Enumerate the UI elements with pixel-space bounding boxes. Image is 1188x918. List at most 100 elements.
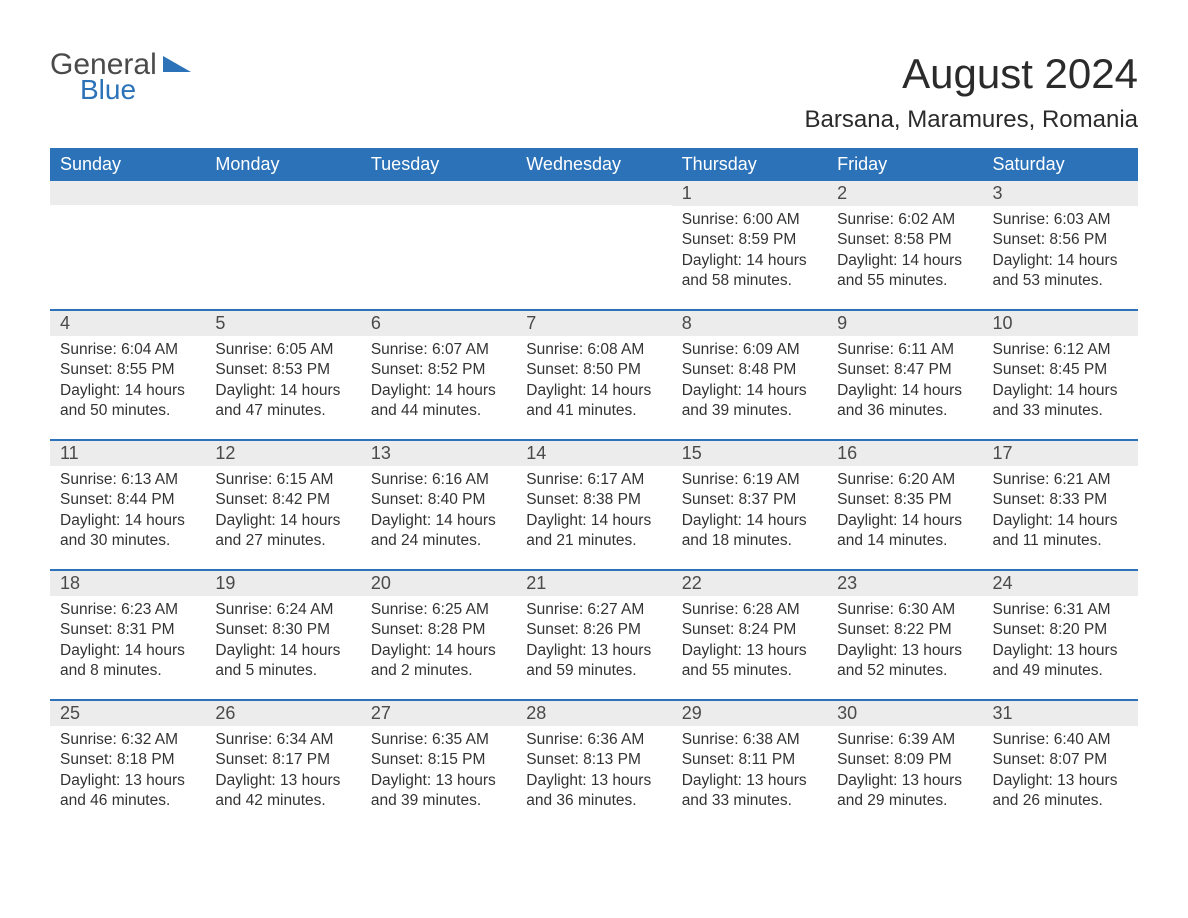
sunset-line: Sunset: 8:07 PM xyxy=(993,750,1128,770)
day-details: Sunrise: 6:15 AMSunset: 8:42 PMDaylight:… xyxy=(205,466,360,558)
sunset-line: Sunset: 8:52 PM xyxy=(371,360,506,380)
sunset-line: Sunset: 8:50 PM xyxy=(526,360,661,380)
day-cell-24: 24Sunrise: 6:31 AMSunset: 8:20 PMDayligh… xyxy=(983,571,1138,699)
day-number: 27 xyxy=(361,701,516,726)
day-details: Sunrise: 6:00 AMSunset: 8:59 PMDaylight:… xyxy=(672,206,827,298)
day-details: Sunrise: 6:35 AMSunset: 8:15 PMDaylight:… xyxy=(361,726,516,818)
weekday-header-monday: Monday xyxy=(205,148,360,181)
daylight-line: Daylight: 14 hours and 30 minutes. xyxy=(60,511,195,552)
daylight-line: Daylight: 14 hours and 8 minutes. xyxy=(60,641,195,682)
daylight-line: Daylight: 13 hours and 36 minutes. xyxy=(526,771,661,812)
day-number: 11 xyxy=(50,441,205,466)
weekday-header-friday: Friday xyxy=(827,148,982,181)
day-cell-20: 20Sunrise: 6:25 AMSunset: 8:28 PMDayligh… xyxy=(361,571,516,699)
day-details: Sunrise: 6:16 AMSunset: 8:40 PMDaylight:… xyxy=(361,466,516,558)
sunrise-line: Sunrise: 6:02 AM xyxy=(837,210,972,230)
sunrise-line: Sunrise: 6:07 AM xyxy=(371,340,506,360)
daylight-line: Daylight: 14 hours and 36 minutes. xyxy=(837,381,972,422)
sunrise-line: Sunrise: 6:20 AM xyxy=(837,470,972,490)
day-cell-30: 30Sunrise: 6:39 AMSunset: 8:09 PMDayligh… xyxy=(827,701,982,829)
sunrise-line: Sunrise: 6:31 AM xyxy=(993,600,1128,620)
location-subtitle: Barsana, Maramures, Romania xyxy=(805,106,1138,134)
daylight-line: Daylight: 14 hours and 27 minutes. xyxy=(215,511,350,552)
sunrise-line: Sunrise: 6:08 AM xyxy=(526,340,661,360)
logo-text-blue: Blue xyxy=(80,76,191,104)
sunrise-line: Sunrise: 6:30 AM xyxy=(837,600,972,620)
sunset-line: Sunset: 8:47 PM xyxy=(837,360,972,380)
day-cell-27: 27Sunrise: 6:35 AMSunset: 8:15 PMDayligh… xyxy=(361,701,516,829)
sunrise-line: Sunrise: 6:40 AM xyxy=(993,730,1128,750)
sunrise-line: Sunrise: 6:39 AM xyxy=(837,730,972,750)
day-cell-17: 17Sunrise: 6:21 AMSunset: 8:33 PMDayligh… xyxy=(983,441,1138,569)
day-number: 29 xyxy=(672,701,827,726)
day-cell-11: 11Sunrise: 6:13 AMSunset: 8:44 PMDayligh… xyxy=(50,441,205,569)
day-cell-22: 22Sunrise: 6:28 AMSunset: 8:24 PMDayligh… xyxy=(672,571,827,699)
header: General Blue August 2024 Barsana, Maramu… xyxy=(50,50,1138,134)
daylight-line: Daylight: 13 hours and 26 minutes. xyxy=(993,771,1128,812)
sunset-line: Sunset: 8:53 PM xyxy=(215,360,350,380)
daylight-line: Daylight: 13 hours and 33 minutes. xyxy=(682,771,817,812)
sunset-line: Sunset: 8:13 PM xyxy=(526,750,661,770)
day-cell-19: 19Sunrise: 6:24 AMSunset: 8:30 PMDayligh… xyxy=(205,571,360,699)
day-number: 21 xyxy=(516,571,671,596)
sunset-line: Sunset: 8:42 PM xyxy=(215,490,350,510)
daylight-line: Daylight: 14 hours and 21 minutes. xyxy=(526,511,661,552)
day-number: 3 xyxy=(983,181,1138,206)
day-details: Sunrise: 6:21 AMSunset: 8:33 PMDaylight:… xyxy=(983,466,1138,558)
day-details: Sunrise: 6:09 AMSunset: 8:48 PMDaylight:… xyxy=(672,336,827,428)
daylight-line: Daylight: 13 hours and 49 minutes. xyxy=(993,641,1128,682)
sunset-line: Sunset: 8:33 PM xyxy=(993,490,1128,510)
sunset-line: Sunset: 8:55 PM xyxy=(60,360,195,380)
day-number: 26 xyxy=(205,701,360,726)
day-details: Sunrise: 6:27 AMSunset: 8:26 PMDaylight:… xyxy=(516,596,671,688)
daylight-line: Daylight: 13 hours and 55 minutes. xyxy=(682,641,817,682)
day-number: 30 xyxy=(827,701,982,726)
day-cell-28: 28Sunrise: 6:36 AMSunset: 8:13 PMDayligh… xyxy=(516,701,671,829)
sunrise-line: Sunrise: 6:16 AM xyxy=(371,470,506,490)
sunrise-line: Sunrise: 6:25 AM xyxy=(371,600,506,620)
calendar-week: 25Sunrise: 6:32 AMSunset: 8:18 PMDayligh… xyxy=(50,699,1138,829)
day-number: 7 xyxy=(516,311,671,336)
sunset-line: Sunset: 8:38 PM xyxy=(526,490,661,510)
sunrise-line: Sunrise: 6:27 AM xyxy=(526,600,661,620)
weekday-header-wednesday: Wednesday xyxy=(516,148,671,181)
sunset-line: Sunset: 8:24 PM xyxy=(682,620,817,640)
day-cell-5: 5Sunrise: 6:05 AMSunset: 8:53 PMDaylight… xyxy=(205,311,360,439)
sunrise-line: Sunrise: 6:23 AM xyxy=(60,600,195,620)
day-number: 10 xyxy=(983,311,1138,336)
day-number xyxy=(516,181,671,205)
day-number: 5 xyxy=(205,311,360,336)
daylight-line: Daylight: 14 hours and 58 minutes. xyxy=(682,251,817,292)
daylight-line: Daylight: 14 hours and 44 minutes. xyxy=(371,381,506,422)
day-cell-empty xyxy=(205,181,360,309)
day-cell-26: 26Sunrise: 6:34 AMSunset: 8:17 PMDayligh… xyxy=(205,701,360,829)
daylight-line: Daylight: 14 hours and 55 minutes. xyxy=(837,251,972,292)
sunrise-line: Sunrise: 6:36 AM xyxy=(526,730,661,750)
sunrise-line: Sunrise: 6:35 AM xyxy=(371,730,506,750)
sunrise-line: Sunrise: 6:04 AM xyxy=(60,340,195,360)
day-cell-8: 8Sunrise: 6:09 AMSunset: 8:48 PMDaylight… xyxy=(672,311,827,439)
day-cell-31: 31Sunrise: 6:40 AMSunset: 8:07 PMDayligh… xyxy=(983,701,1138,829)
day-cell-empty xyxy=(50,181,205,309)
daylight-line: Daylight: 14 hours and 24 minutes. xyxy=(371,511,506,552)
weekday-header-saturday: Saturday xyxy=(983,148,1138,181)
day-cell-18: 18Sunrise: 6:23 AMSunset: 8:31 PMDayligh… xyxy=(50,571,205,699)
day-details: Sunrise: 6:08 AMSunset: 8:50 PMDaylight:… xyxy=(516,336,671,428)
day-cell-9: 9Sunrise: 6:11 AMSunset: 8:47 PMDaylight… xyxy=(827,311,982,439)
day-details: Sunrise: 6:24 AMSunset: 8:30 PMDaylight:… xyxy=(205,596,360,688)
sunrise-line: Sunrise: 6:19 AM xyxy=(682,470,817,490)
sunset-line: Sunset: 8:22 PM xyxy=(837,620,972,640)
day-details: Sunrise: 6:12 AMSunset: 8:45 PMDaylight:… xyxy=(983,336,1138,428)
sunset-line: Sunset: 8:20 PM xyxy=(993,620,1128,640)
day-cell-13: 13Sunrise: 6:16 AMSunset: 8:40 PMDayligh… xyxy=(361,441,516,569)
sunrise-line: Sunrise: 6:34 AM xyxy=(215,730,350,750)
sunset-line: Sunset: 8:17 PM xyxy=(215,750,350,770)
sunrise-line: Sunrise: 6:03 AM xyxy=(993,210,1128,230)
calendar-week: 18Sunrise: 6:23 AMSunset: 8:31 PMDayligh… xyxy=(50,569,1138,699)
sunset-line: Sunset: 8:11 PM xyxy=(682,750,817,770)
sunset-line: Sunset: 8:18 PM xyxy=(60,750,195,770)
month-title: August 2024 xyxy=(805,50,1138,98)
day-cell-10: 10Sunrise: 6:12 AMSunset: 8:45 PMDayligh… xyxy=(983,311,1138,439)
day-number: 19 xyxy=(205,571,360,596)
sunset-line: Sunset: 8:56 PM xyxy=(993,230,1128,250)
